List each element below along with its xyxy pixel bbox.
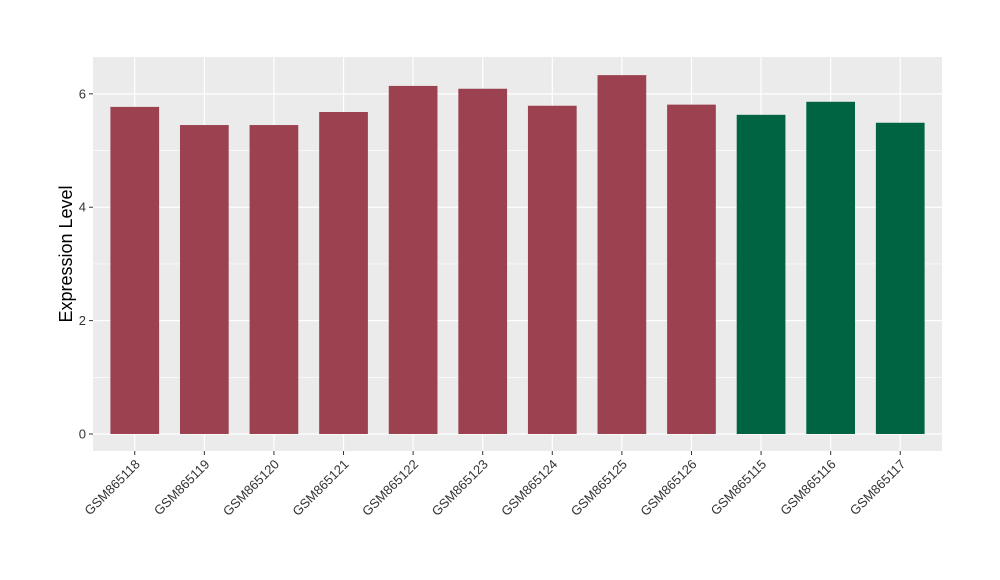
bar bbox=[806, 101, 856, 434]
y-tick-label: 2 bbox=[79, 313, 86, 328]
y-tick-label: 4 bbox=[79, 200, 86, 215]
x-tick-label: GSM865121 bbox=[289, 457, 351, 519]
x-tick-label: GSM865122 bbox=[359, 457, 421, 519]
bar bbox=[319, 111, 368, 434]
x-tick-label: GSM865115 bbox=[708, 457, 770, 519]
bar bbox=[458, 88, 508, 434]
x-tick-label: GSM865116 bbox=[777, 457, 839, 519]
bar bbox=[388, 85, 438, 434]
y-tick-label: 0 bbox=[79, 426, 86, 441]
x-tick-label: GSM865126 bbox=[637, 457, 699, 519]
bar bbox=[667, 104, 716, 434]
x-tick-label: GSM865118 bbox=[81, 457, 143, 519]
x-tick-label: GSM865123 bbox=[429, 457, 491, 519]
bar bbox=[736, 114, 786, 434]
bar bbox=[527, 105, 577, 434]
x-tick-label: GSM865119 bbox=[151, 457, 213, 519]
bar bbox=[110, 106, 160, 434]
bar bbox=[597, 75, 647, 434]
y-axis-label: Expression Level bbox=[56, 185, 76, 322]
bar bbox=[179, 125, 229, 434]
bar bbox=[249, 125, 299, 434]
x-tick-label: GSM865124 bbox=[498, 457, 560, 519]
plot-panel bbox=[93, 57, 942, 451]
bar bbox=[875, 122, 925, 434]
x-tick-label: GSM865120 bbox=[220, 457, 282, 519]
x-tick-label: GSM865125 bbox=[568, 457, 630, 519]
y-tick-label: 6 bbox=[79, 86, 86, 101]
x-tick-label: GSM865117 bbox=[847, 457, 909, 519]
